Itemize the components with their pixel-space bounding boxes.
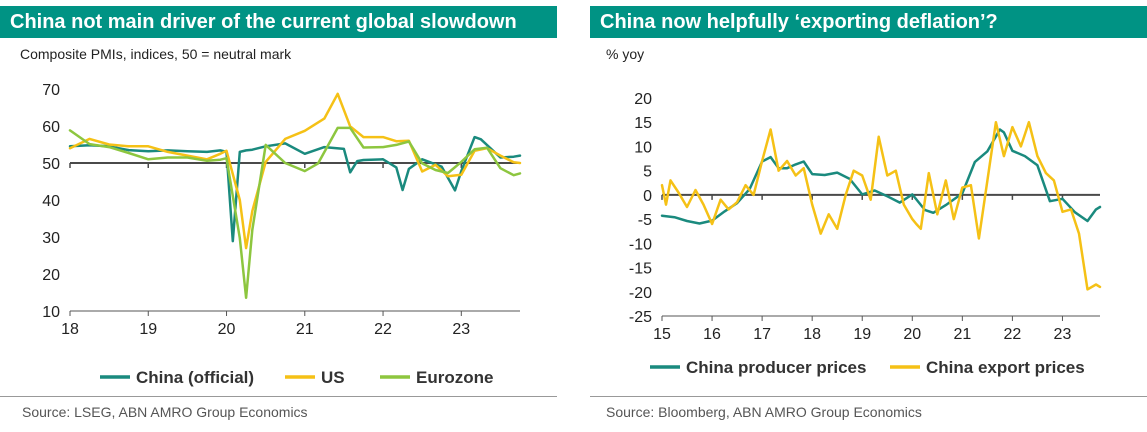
left-series-china-official-line — [68, 135, 522, 243]
right-legend-label: China producer prices — [686, 358, 866, 377]
left-chart-svg: 10 20 30 40 50 60 70 18 19 20 21 22 23 China (officia… — [42, 82, 522, 387]
right-ytick-label: 10 — [634, 139, 652, 156]
left-source: Source: LSEG, ABN AMRO Group Economics — [22, 404, 308, 420]
left-divider — [0, 396, 557, 397]
right-chart-panel: China now helpfully ‘exporting deflation… — [590, 0, 1147, 432]
right-ytick-label: -15 — [629, 261, 652, 278]
left-series-us-line — [68, 92, 522, 250]
left-xtick-label: 23 — [452, 321, 470, 338]
right-ytick-label: -25 — [629, 309, 652, 326]
right-xtick-label: 21 — [953, 326, 971, 343]
right-chart-subtitle: % yoy — [606, 46, 645, 62]
right-ytick-label: 15 — [634, 115, 652, 132]
left-ytick-label: 60 — [42, 119, 60, 136]
left-xtick-label: 20 — [218, 321, 236, 338]
right-ytick-label: 0 — [643, 188, 652, 205]
right-ytick-label: -10 — [629, 236, 652, 253]
right-xtick-label: 23 — [1054, 326, 1072, 343]
left-ytick-label: 40 — [42, 193, 60, 210]
right-xtick-label: 22 — [1004, 326, 1022, 343]
right-xtick-label: 18 — [803, 326, 821, 343]
left-legend-label: China (official) — [136, 368, 254, 387]
right-source: Source: Bloomberg, ABN AMRO Group Econom… — [606, 404, 922, 420]
left-ytick-label: 30 — [42, 230, 60, 247]
left-ytick-label: 50 — [42, 156, 60, 173]
right-xtick-label: 19 — [853, 326, 871, 343]
right-chart-title: China now helpfully ‘exporting deflation… — [590, 6, 1147, 38]
right-divider — [590, 396, 1147, 397]
left-chart-title: China not main driver of the current glo… — [0, 6, 557, 38]
right-xtick-label: 20 — [903, 326, 921, 343]
left-legend-label: US — [321, 368, 345, 387]
left-chart-subtitle: Composite PMIs, indices, 50 = neutral ma… — [20, 46, 292, 62]
right-xtick-label: 16 — [703, 326, 721, 343]
right-ytick-label: 5 — [643, 164, 652, 181]
left-ytick-label: 20 — [42, 267, 60, 284]
right-ytick-label: -5 — [638, 212, 652, 229]
right-legend-label: China export prices — [926, 358, 1085, 377]
right-series-china-producer-prices-line — [660, 128, 1102, 225]
right-ytick-label: 20 — [634, 91, 652, 108]
right-xtick-label: 15 — [653, 326, 671, 343]
left-xtick-label: 21 — [296, 321, 314, 338]
right-xtick-label: 17 — [753, 326, 771, 343]
left-chart-panel: China not main driver of the current glo… — [0, 0, 557, 432]
left-xtick-label: 19 — [139, 321, 157, 338]
right-ytick-label: -20 — [629, 285, 652, 302]
left-ytick-label: 70 — [42, 82, 60, 99]
left-series-eurozone-line — [68, 126, 522, 299]
right-chart-svg: -25 -20 -15 -10 -5 0 5 10 15 20 15 16 17 18 19 20 21 22 23… — [629, 91, 1102, 377]
left-xtick-label: 18 — [61, 321, 79, 338]
left-legend-label: Eurozone — [416, 368, 493, 387]
right-series-china-export-prices-line — [660, 120, 1102, 291]
left-ytick-label: 10 — [42, 304, 60, 321]
left-xtick-label: 22 — [374, 321, 392, 338]
